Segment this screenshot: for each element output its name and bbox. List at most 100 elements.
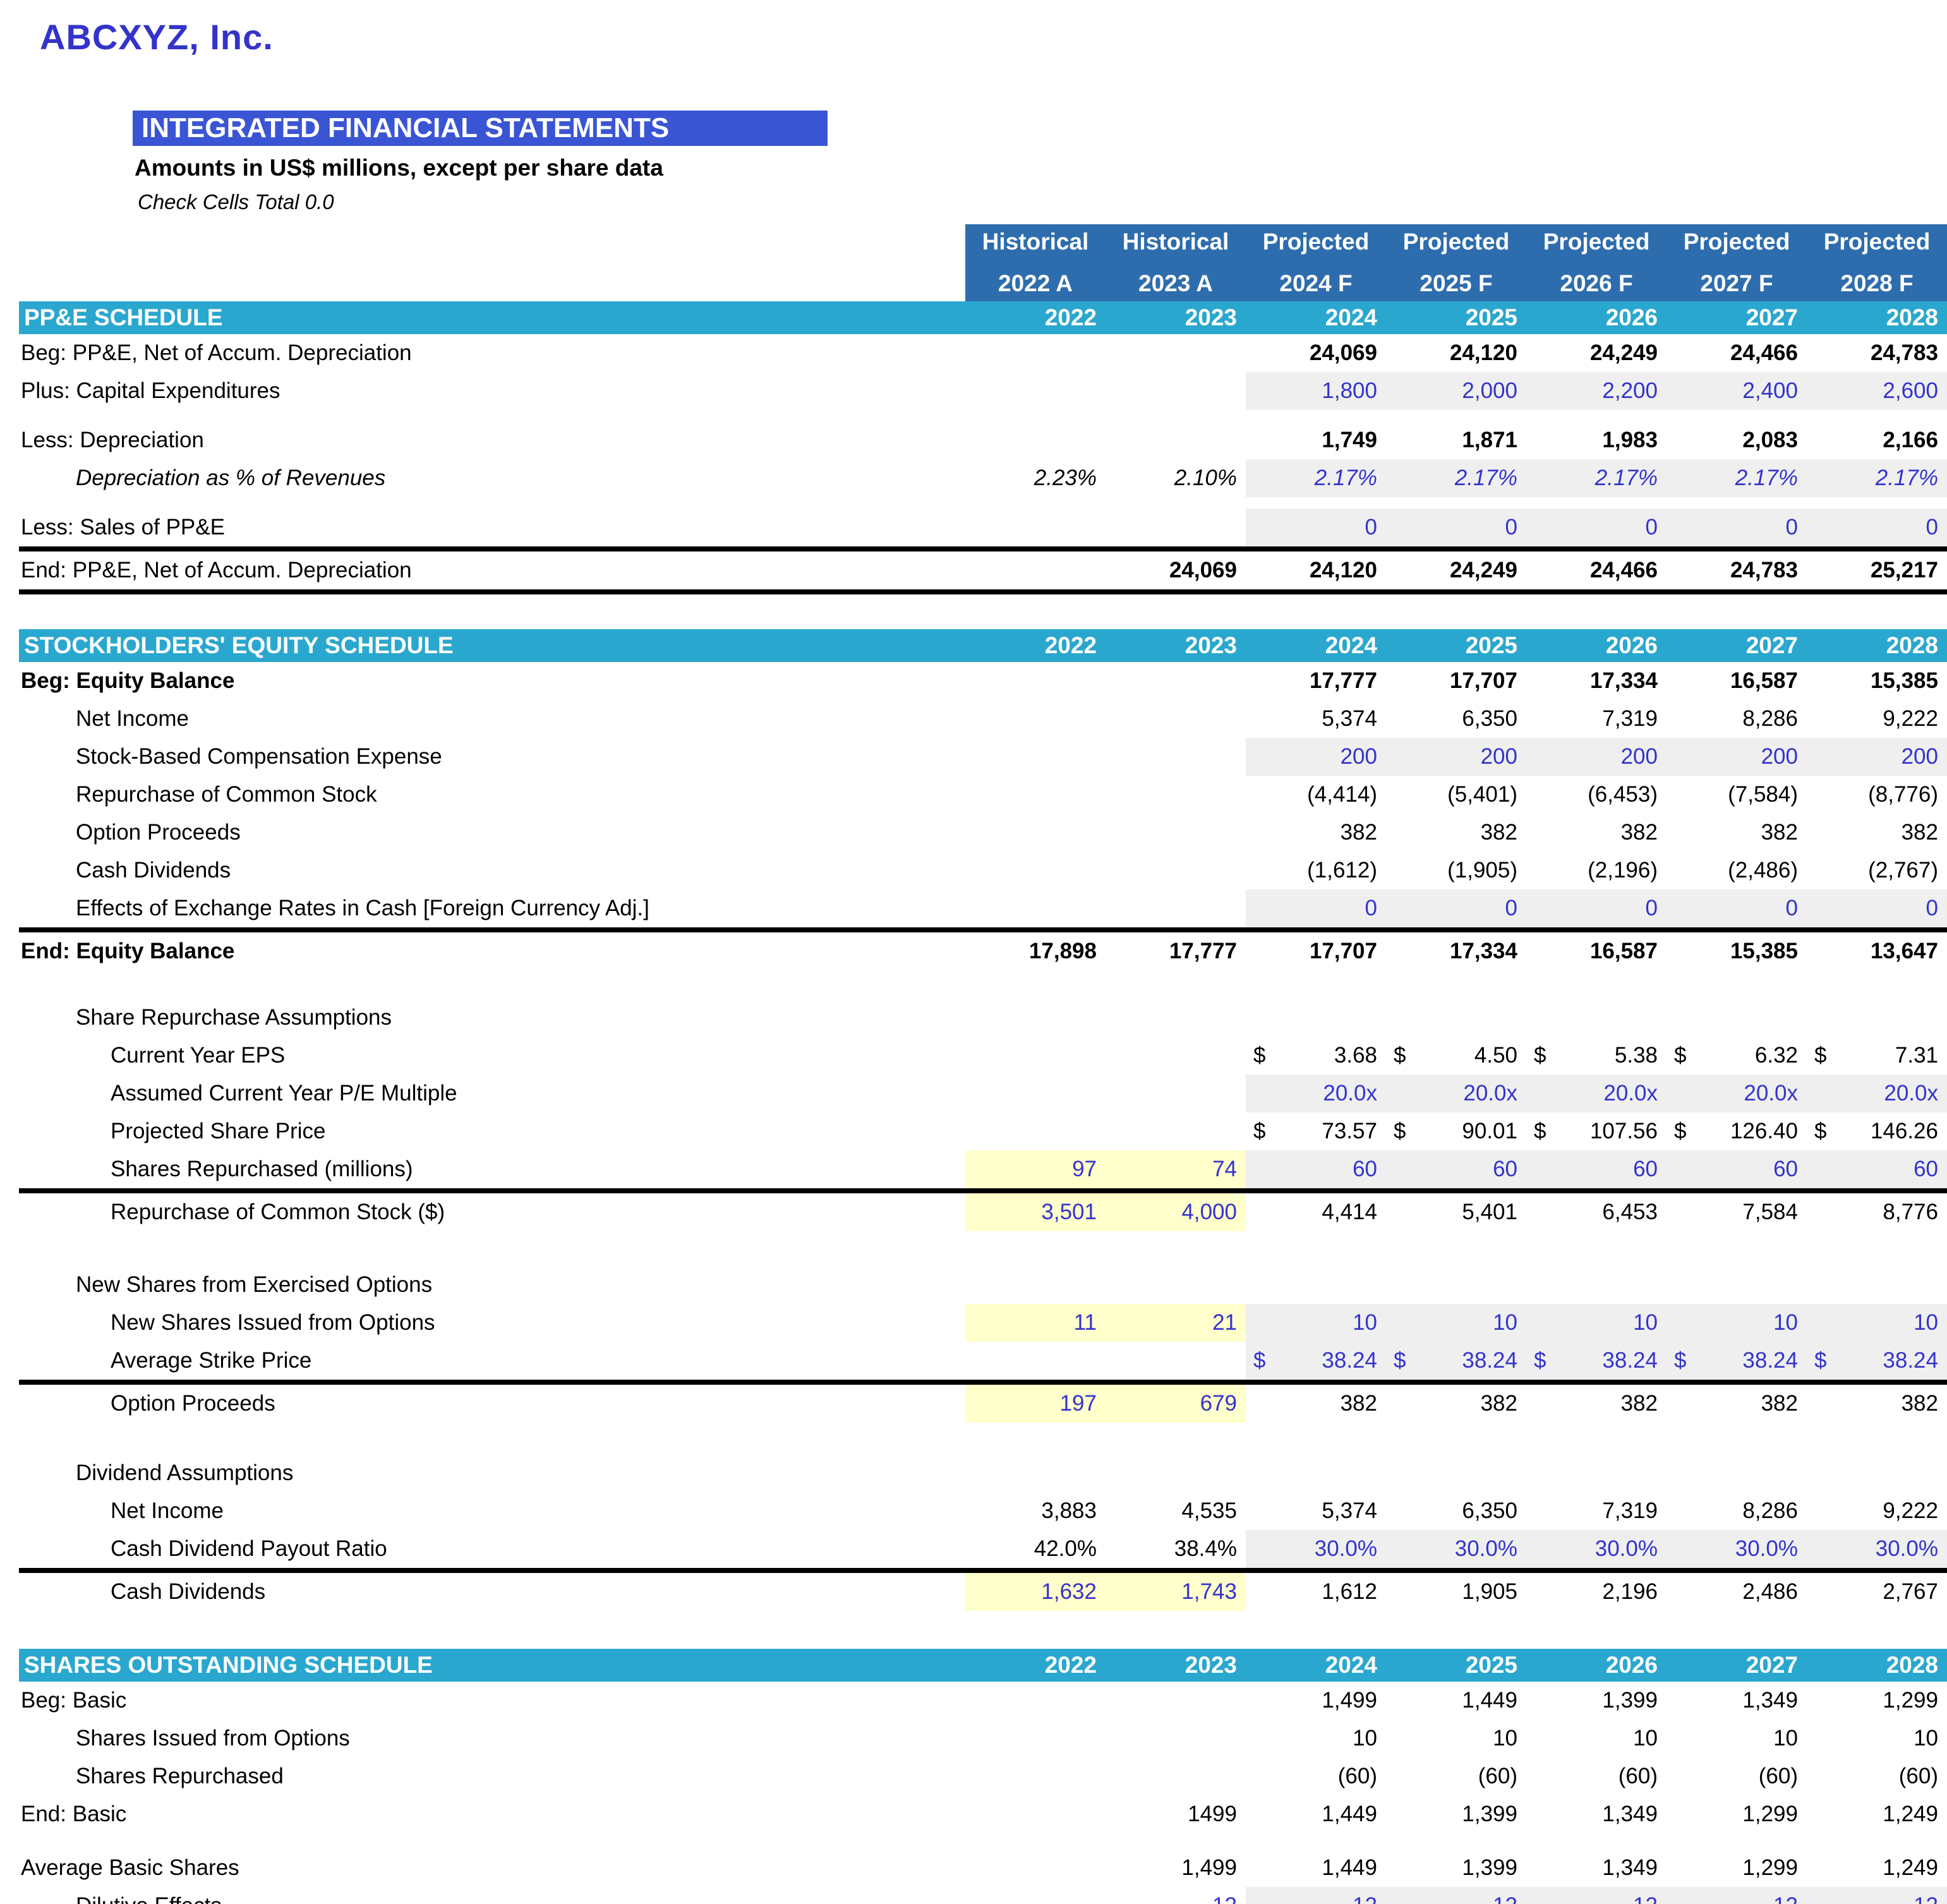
data-cell: [1106, 1720, 1246, 1757]
data-cell: 1,449: [1322, 1855, 1377, 1880]
table-row: Cash Dividends 1,632 1,743 1,612 1,905 2,196 2…: [19, 1573, 1947, 1611]
column-header-band: Historical 2022 A Historical 2023 A Projecte…: [965, 224, 1947, 301]
data-cell: 17,777: [1169, 939, 1237, 963]
year-cell: 2028: [1886, 304, 1938, 330]
data-cell: 1,349: [1742, 1688, 1798, 1713]
column-year-label: 2023 A: [1138, 270, 1213, 296]
currency-symbol: $: [1674, 1119, 1687, 1143]
column-group-label: Historical: [982, 229, 1089, 255]
data-cell: $3.68: [1246, 1037, 1386, 1075]
data-cell: [965, 662, 1106, 700]
data-cell: 7,584: [1742, 1200, 1798, 1224]
table-row: Cash Dividend Payout Ratio 42.0% 38.4% 30.0…: [19, 1530, 1947, 1573]
data-cell: $38.24: [1246, 1342, 1386, 1380]
data-cell: 24,466: [1730, 340, 1798, 365]
year-cell: 2024: [1325, 304, 1377, 330]
column-group-label: Historical: [1122, 229, 1229, 255]
data-cell: [965, 1266, 1106, 1304]
data-cell: 1,249: [1883, 1802, 1938, 1826]
data-cell: 5,401: [1462, 1200, 1517, 1224]
data-cell: [1106, 1075, 1246, 1112]
year-cell: 2026: [1605, 304, 1658, 330]
data-cell: 1,449: [1322, 1802, 1377, 1826]
data-cell: [1106, 1454, 1246, 1492]
data-cell: [1526, 1454, 1667, 1492]
currency-symbol: $: [1814, 1043, 1827, 1068]
data-cell: 25,217: [1870, 558, 1938, 582]
row-label: New Shares from Exercised Options: [76, 1272, 433, 1297]
data-cell: 2,767: [1883, 1579, 1938, 1604]
cell-value: 107.56: [1589, 1119, 1658, 1143]
currency-symbol: $: [1674, 1348, 1687, 1373]
data-cell: [1246, 999, 1386, 1037]
data-cell: 2,196: [1602, 1579, 1658, 1604]
table-row: Depreciation as % of Revenues 2.23% 2.10% 2…: [19, 459, 1947, 497]
data-cell: (2,196): [1588, 858, 1658, 883]
currency-symbol: $: [1534, 1348, 1546, 1373]
data-cell: [1807, 1266, 1947, 1304]
year-cell: 2027: [1745, 632, 1798, 658]
data-cell: 20.0x: [1807, 1075, 1947, 1112]
data-cell: 1,499: [1322, 1688, 1377, 1713]
data-cell: 1,800: [1246, 372, 1386, 410]
table-row: Less: Depreciation 1,749 1,871 1,983 2,083 2,…: [19, 421, 1947, 459]
data-cell: [1106, 1342, 1246, 1380]
cell-value: 7.31: [1895, 1043, 1938, 1068]
data-cell: [965, 999, 1106, 1037]
data-cell: 9,222: [1883, 706, 1938, 731]
cell-value: 146.26: [1870, 1119, 1938, 1143]
data-cell: 1,399: [1602, 1688, 1658, 1713]
column-header: Projected 2024 F: [1246, 224, 1386, 301]
data-cell: 1,743: [1106, 1573, 1246, 1611]
data-cell: $6.32: [1667, 1037, 1807, 1075]
data-cell: [965, 1037, 1106, 1075]
data-cell: 10: [1353, 1726, 1377, 1750]
data-cell: [1246, 1454, 1386, 1492]
data-cell: (2,486): [1728, 858, 1798, 883]
data-cell: [965, 889, 1106, 927]
table-row: Current Year EPS $3.68 $4.50 $5.38 $6.32 $7.3…: [19, 1037, 1947, 1075]
row-label: Cash Dividends: [111, 1579, 266, 1604]
data-cell: 1,749: [1322, 428, 1377, 452]
row-label: Beg: Basic: [21, 1688, 127, 1713]
table-row: New Shares Issued from Options 11 21 10 10 10…: [19, 1304, 1947, 1342]
data-cell: 2.23%: [1034, 466, 1097, 490]
data-cell: 24,120: [1449, 340, 1517, 365]
data-cell: 17,777: [1309, 668, 1377, 693]
data-cell: 74: [1106, 1150, 1246, 1188]
data-cell: 2,600: [1807, 372, 1947, 410]
data-cell: 6,453: [1602, 1200, 1658, 1224]
data-cell: 20.0x: [1667, 1075, 1807, 1112]
data-cell: [965, 509, 1106, 546]
data-cell: (60): [1478, 1764, 1517, 1788]
data-cell: (4,414): [1307, 782, 1377, 807]
data-cell: [965, 738, 1106, 776]
data-cell: 20.0x: [1246, 1075, 1386, 1112]
data-cell: 10: [1526, 1304, 1667, 1342]
data-cell: [965, 1757, 1106, 1795]
data-cell: 382: [1480, 820, 1517, 845]
row-label: Average Strike Price: [111, 1348, 312, 1373]
data-cell: [965, 852, 1106, 889]
data-cell: 38.4%: [1174, 1536, 1237, 1561]
row-label: Assumed Current Year P/E Multiple: [111, 1081, 457, 1106]
table-row: Share Repurchase Assumptions: [19, 999, 1947, 1037]
data-cell: 8,286: [1742, 1498, 1798, 1523]
year-cell: 2025: [1465, 304, 1517, 330]
year-cell: 2028: [1886, 632, 1938, 658]
row-label: Plus: Capital Expenditures: [21, 378, 280, 403]
data-cell: [1386, 1266, 1526, 1304]
data-cell: 2.10%: [1174, 466, 1237, 490]
row-label: Option Proceeds: [76, 820, 241, 845]
data-cell: [1106, 776, 1246, 814]
data-cell: 4,535: [1181, 1498, 1237, 1523]
data-cell: $5.38: [1526, 1037, 1667, 1075]
data-cell: 10: [1773, 1726, 1798, 1750]
row-label: Net Income: [111, 1498, 224, 1523]
data-cell: 200: [1667, 738, 1807, 776]
data-cell: [965, 334, 1106, 372]
data-cell: $126.40: [1667, 1112, 1807, 1150]
data-cell: [1106, 852, 1246, 889]
data-cell: 1,612: [1322, 1579, 1377, 1604]
cell-value: 73.57: [1322, 1119, 1377, 1143]
